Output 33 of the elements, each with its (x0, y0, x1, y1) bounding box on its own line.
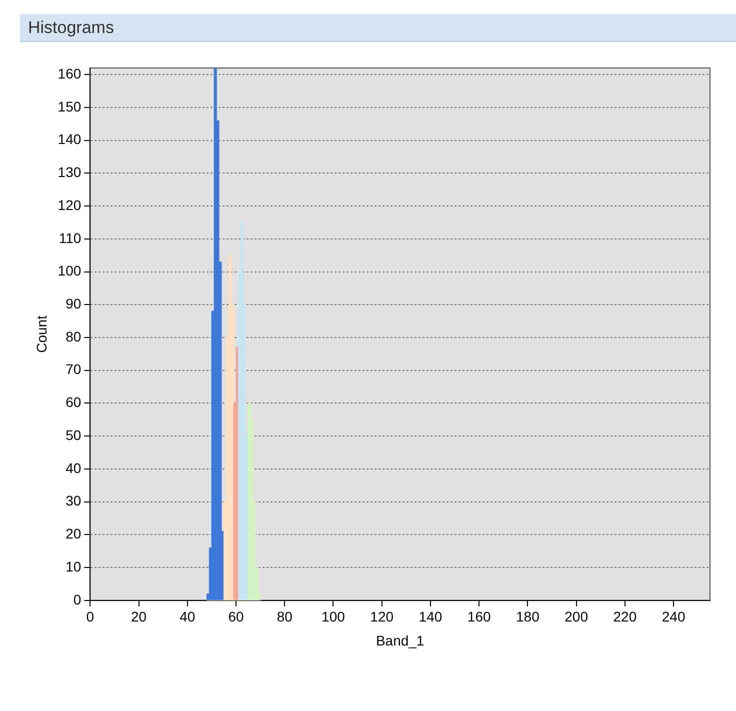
x-tick-label: 220 (613, 608, 637, 625)
y-tick-label: 160 (58, 65, 82, 82)
y-tick-label: 50 (66, 426, 82, 443)
x-tick-label: 80 (276, 608, 293, 625)
x-tick-label: 0 (86, 608, 94, 625)
x-tick-label: 180 (516, 608, 540, 625)
y-tick-label: 20 (66, 526, 82, 542)
y-tick-label: 150 (58, 98, 82, 114)
x-tick-label: 200 (564, 608, 588, 625)
x-tick-label: 20 (130, 608, 147, 625)
y-tick-label: 70 (66, 361, 82, 378)
x-tick-label: 60 (228, 608, 244, 625)
y-tick-label: 130 (58, 164, 82, 180)
y-tick-label: 0 (73, 591, 82, 608)
x-tick-label: 40 (180, 608, 196, 625)
y-tick-label: 80 (66, 328, 82, 344)
y-tick-label: 140 (58, 131, 82, 148)
x-tick-label: 120 (370, 608, 394, 625)
y-tick-label: 100 (58, 262, 82, 279)
y-tick-label: 40 (66, 460, 82, 476)
y-tick-label: 10 (66, 558, 82, 574)
y-tick-label: 90 (66, 295, 82, 312)
y-axis-title: Count (33, 315, 50, 353)
x-tick-label: 140 (418, 608, 442, 625)
y-tick-label: 60 (66, 394, 82, 410)
x-tick-label: 100 (322, 608, 346, 625)
x-axis-title: Band_1 (376, 632, 424, 648)
x-tick-label: 160 (467, 608, 491, 625)
y-tick-label: 110 (58, 230, 82, 246)
x-tick-label: 240 (662, 608, 686, 625)
chart-title: Histograms (20, 14, 736, 42)
y-tick-label: 120 (58, 196, 82, 213)
y-tick-label: 30 (66, 492, 82, 509)
